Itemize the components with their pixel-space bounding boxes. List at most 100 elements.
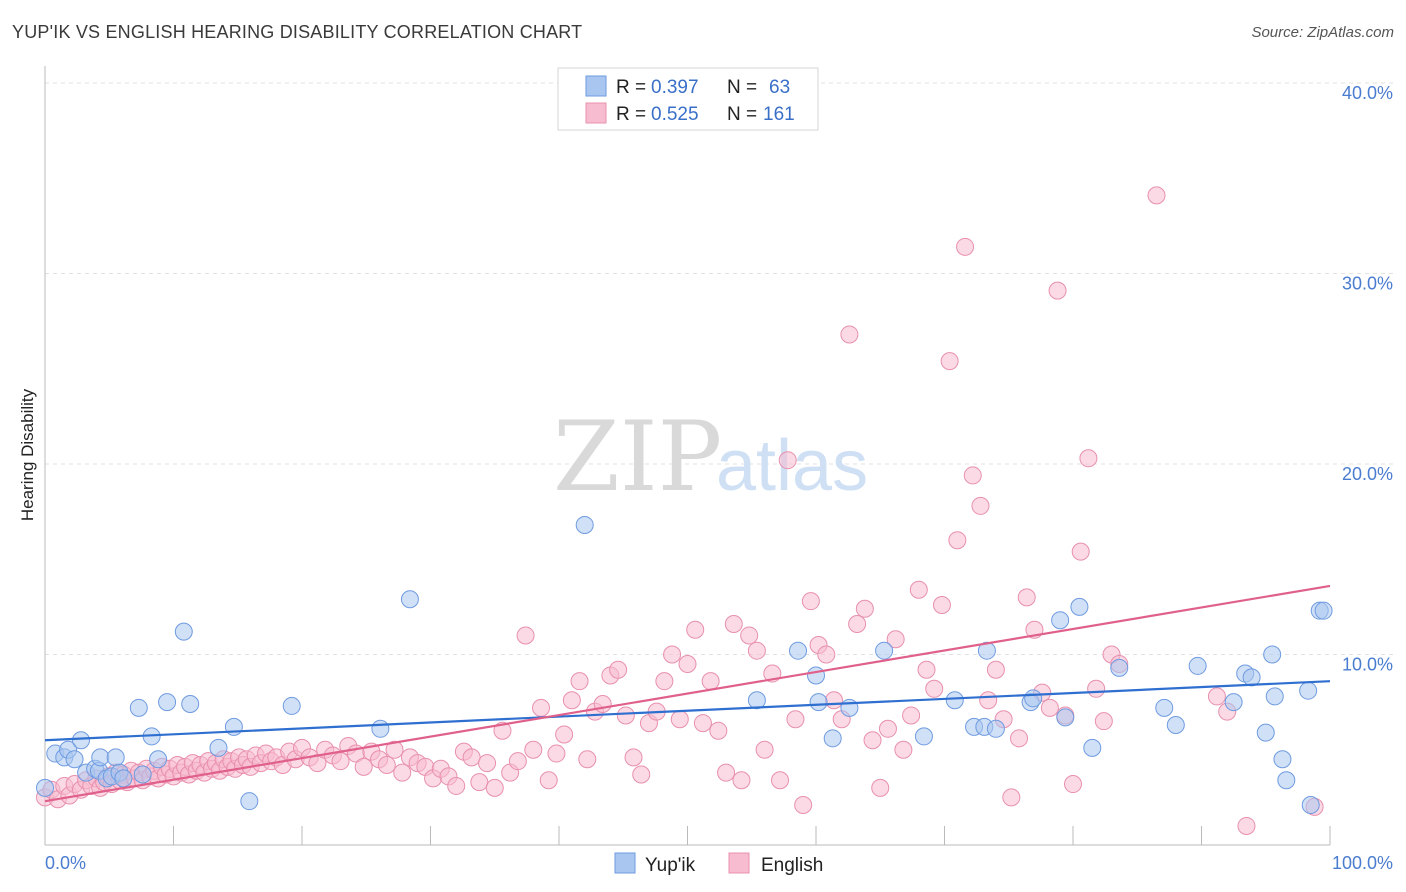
english-point	[1207, 687, 1226, 706]
yupik-point	[1273, 750, 1292, 769]
english-point	[447, 776, 466, 795]
yupik-point	[129, 698, 148, 717]
english-point	[593, 695, 612, 714]
trend-lines	[44, 584, 1331, 803]
english-point	[709, 721, 728, 740]
english-point	[1147, 186, 1166, 205]
yupik-point	[575, 515, 594, 534]
yupik-point	[1277, 771, 1296, 790]
english-point	[1010, 729, 1029, 748]
english-point	[678, 655, 697, 674]
english-point	[478, 754, 497, 773]
chart-title: YUP'IK VS ENGLISH HEARING DISABILITY COR…	[12, 22, 583, 42]
english-point	[632, 765, 651, 784]
x-tick-label-max: 100.0%	[1332, 853, 1393, 873]
english-trend-line	[44, 584, 1331, 803]
english-point	[940, 352, 959, 371]
english-point	[717, 763, 736, 782]
english-point	[547, 744, 566, 763]
yupik-point	[807, 666, 825, 685]
yupik-point	[1224, 693, 1243, 712]
yupik-point	[1256, 723, 1275, 742]
english-point	[848, 615, 867, 634]
yupik-point	[282, 696, 301, 715]
yupik-point	[875, 641, 894, 660]
english-point	[485, 778, 504, 797]
yupik-point	[1083, 738, 1102, 757]
english-point	[871, 778, 890, 797]
legend-top: R = 0.397 N = 63 R = 0.525 N = 161	[557, 67, 819, 131]
yupik-point	[945, 691, 964, 710]
yupik-point	[149, 750, 168, 769]
yupik-point	[1188, 656, 1207, 675]
english-point	[778, 451, 797, 470]
english-point	[524, 740, 543, 759]
english-point	[693, 714, 712, 733]
yupik-point	[133, 765, 152, 784]
yupik-point	[400, 590, 419, 609]
english-point	[979, 691, 998, 710]
english-point	[532, 698, 551, 717]
yupik-point	[1301, 795, 1320, 814]
english-points	[36, 186, 1324, 835]
yupik-point	[914, 727, 933, 746]
yupik-point	[1070, 597, 1089, 616]
english-point	[578, 750, 597, 769]
bottom-legend-label-english: English	[761, 855, 823, 876]
yupik-point	[181, 695, 200, 714]
yupik-point	[823, 729, 842, 748]
yupik-point	[747, 691, 766, 710]
grid-lines	[45, 82, 1393, 655]
english-point	[624, 748, 643, 767]
legend-r-value-yupik: 0.397	[651, 77, 699, 98]
english-point	[377, 755, 396, 774]
english-point	[663, 645, 682, 664]
legend-r-label-english: R =	[616, 104, 646, 125]
legend-n-label-english: N =	[727, 104, 757, 125]
english-point	[932, 595, 951, 614]
yupik-point	[174, 622, 193, 641]
yupik-point	[1166, 715, 1185, 734]
english-point	[1071, 542, 1090, 561]
yupik-point	[1314, 601, 1333, 620]
yupik-point	[1155, 698, 1174, 717]
english-point	[686, 620, 705, 639]
legend-swatch-english	[585, 102, 607, 124]
english-point	[1094, 712, 1113, 731]
english-point	[462, 748, 481, 767]
english-point	[1048, 281, 1067, 300]
legend-n-value-english: 161	[763, 104, 795, 125]
english-point	[801, 592, 820, 611]
english-point	[354, 757, 373, 776]
y-axis-tick-labels: 10.0% 20.0% 30.0% 40.0%	[1342, 83, 1393, 675]
english-point	[925, 679, 944, 698]
watermark-zip: ZIP	[553, 401, 722, 513]
english-point	[786, 710, 805, 729]
yupik-point	[986, 719, 1005, 738]
yupik-point	[1056, 708, 1075, 727]
english-point	[986, 660, 1005, 679]
english-point	[863, 731, 882, 750]
english-point	[609, 660, 628, 679]
legend-r-value-english: 0.525	[651, 104, 699, 125]
english-point	[655, 672, 674, 691]
english-point	[948, 531, 967, 550]
y-tick-label: 30.0%	[1342, 274, 1393, 294]
english-point	[385, 740, 404, 759]
english-point	[740, 626, 759, 645]
yupik-point	[209, 738, 228, 757]
english-point	[840, 325, 859, 344]
english-point	[470, 773, 489, 792]
yupik-point	[1265, 687, 1284, 706]
english-point	[755, 740, 774, 759]
yupik-point	[371, 719, 390, 738]
english-point	[1017, 588, 1036, 607]
y-axis-title: Hearing Disability	[18, 388, 37, 521]
english-point	[963, 466, 982, 485]
yupik-point	[71, 731, 90, 750]
english-point	[670, 710, 689, 729]
english-point	[909, 580, 928, 599]
yupik-point	[977, 641, 996, 660]
english-point	[539, 771, 558, 790]
